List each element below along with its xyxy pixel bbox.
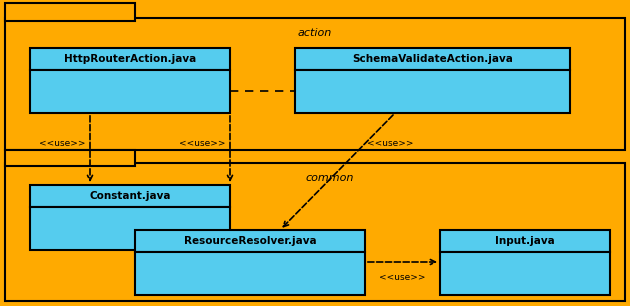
Text: action: action [298,28,332,38]
Bar [30,70,230,113]
Text: HttpRouterAction.java: HttpRouterAction.java [64,54,196,64]
Bar [5,3,135,21]
Bar [30,48,230,70]
Text: ResourceResolver.java: ResourceResolver.java [184,236,316,246]
Bar [135,230,365,252]
Text: <<use>>: <<use>> [379,273,425,282]
Text: <<use>>: <<use>> [367,139,413,147]
Text: Constant.java: Constant.java [89,191,171,201]
Bar [5,150,135,166]
Text: <<use>>: <<use>> [39,139,85,147]
Bar [295,70,570,113]
Bar [135,252,365,295]
Text: common: common [306,173,354,183]
Text: Input.java: Input.java [495,236,555,246]
Bar [30,207,230,250]
Bar [30,185,230,207]
Bar [5,18,625,150]
Bar [440,230,610,252]
Bar [5,163,625,301]
Text: <<use>>: <<use>> [179,139,226,147]
Text: SchemaValidateAction.java: SchemaValidateAction.java [352,54,513,64]
Bar [295,48,570,70]
Bar [440,252,610,295]
